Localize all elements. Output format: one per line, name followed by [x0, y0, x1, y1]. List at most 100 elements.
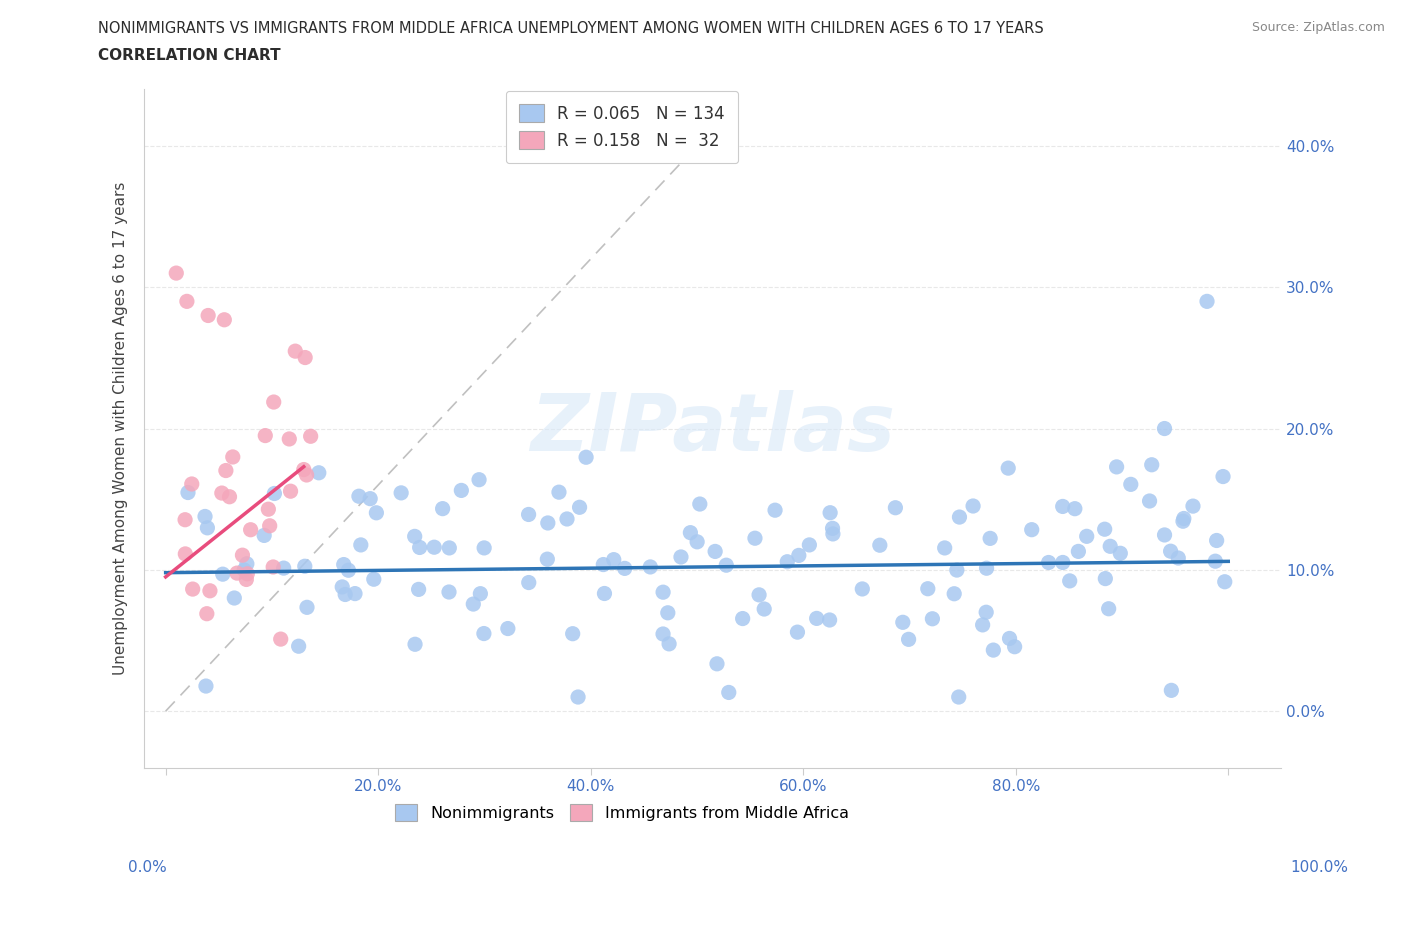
Point [215, 463, 238, 478]
Point [180, 476, 202, 491]
Point [294, 350, 316, 365]
Point [1205, 533, 1227, 548]
Point [934, 540, 956, 555]
Point [763, 503, 786, 518]
Point [716, 558, 738, 573]
Point [253, 528, 276, 543]
Point [536, 551, 558, 566]
Point [463, 597, 485, 612]
Point [273, 561, 295, 576]
Point [799, 538, 821, 552]
Point [294, 559, 316, 574]
Point [1052, 555, 1074, 570]
Point [998, 631, 1021, 645]
Point [603, 552, 626, 567]
Point [744, 531, 766, 546]
Point [1160, 544, 1182, 559]
Point [335, 587, 357, 602]
Point [404, 529, 426, 544]
Point [818, 505, 841, 520]
Point [786, 625, 808, 640]
Point [1063, 501, 1085, 516]
Point [224, 591, 246, 605]
Point [177, 485, 200, 500]
Point [195, 606, 218, 621]
Point [236, 566, 259, 581]
Point [226, 565, 249, 580]
Point [1213, 575, 1236, 590]
Point [330, 579, 353, 594]
Point [295, 468, 318, 483]
Point [686, 535, 709, 550]
Text: CORRELATION CHART: CORRELATION CHART [98, 48, 281, 63]
Point [408, 582, 430, 597]
Point [263, 486, 285, 501]
Point [1021, 523, 1043, 538]
Point [1004, 639, 1026, 654]
Point [218, 489, 240, 504]
Text: 0.0%: 0.0% [128, 860, 167, 875]
Point [652, 627, 675, 642]
Point [214, 312, 236, 327]
Point [235, 572, 257, 587]
Point [1181, 498, 1204, 513]
Point [548, 485, 571, 499]
Point [222, 449, 245, 464]
Point [337, 563, 360, 578]
Point [1140, 458, 1163, 472]
Point [389, 485, 412, 500]
Point [1059, 574, 1081, 589]
Point [657, 605, 679, 620]
Point [1139, 494, 1161, 509]
Point [1204, 553, 1226, 568]
Point [350, 538, 373, 552]
Point [262, 560, 284, 575]
Point [404, 637, 426, 652]
Point [679, 525, 702, 540]
Text: ZIPatlas: ZIPatlas [530, 390, 896, 468]
Point [869, 538, 891, 552]
Point [470, 586, 492, 601]
Point [633, 139, 655, 153]
Point [332, 557, 354, 572]
Point [280, 484, 302, 498]
Point [555, 512, 578, 526]
Point [997, 460, 1019, 475]
Point [748, 588, 770, 603]
Point [308, 465, 330, 480]
Point [198, 583, 221, 598]
Point [257, 502, 280, 517]
Point [472, 626, 495, 641]
Point [1153, 421, 1175, 436]
Point [1067, 544, 1090, 559]
Point [174, 547, 197, 562]
Point [897, 631, 920, 646]
Point [689, 497, 711, 512]
Point [561, 626, 583, 641]
Point [1171, 513, 1194, 528]
Point [1098, 602, 1121, 617]
Point [613, 561, 636, 576]
Point [176, 294, 198, 309]
Point [254, 428, 277, 443]
Point [211, 566, 233, 581]
Point [1153, 527, 1175, 542]
Point [592, 557, 614, 572]
Point [972, 618, 994, 632]
Point [717, 685, 740, 700]
Point [706, 657, 728, 671]
Point [408, 540, 430, 555]
Point [195, 521, 218, 536]
Point [423, 539, 446, 554]
Point [197, 308, 219, 323]
Point [891, 615, 914, 630]
Point [263, 394, 285, 409]
Point [1052, 499, 1074, 514]
Point [787, 548, 810, 563]
Point [343, 586, 366, 601]
Point [450, 483, 472, 498]
Point [1109, 546, 1132, 561]
Point [496, 621, 519, 636]
Point [1160, 683, 1182, 698]
Point [1094, 571, 1116, 586]
